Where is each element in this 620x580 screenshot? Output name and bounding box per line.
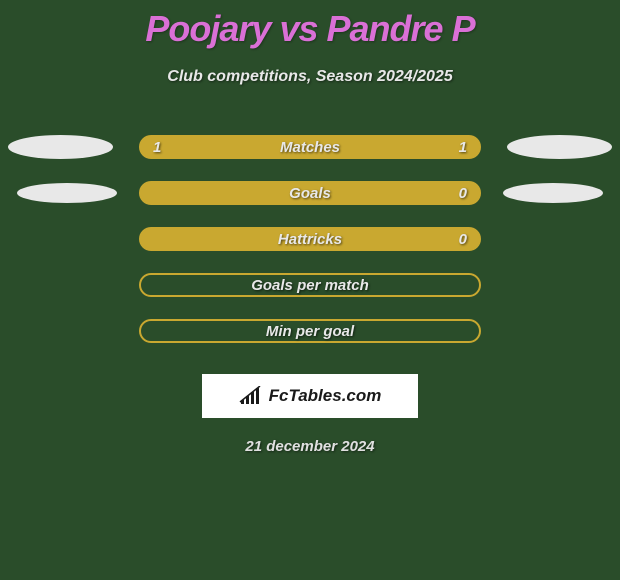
main-container: Poojary vs Pandre P Club competitions, S… bbox=[0, 0, 620, 580]
stat-bar-min-per-goal: Min per goal bbox=[139, 319, 481, 343]
stat-label: Goals per match bbox=[251, 277, 369, 294]
stat-row-goals: Goals 0 bbox=[0, 170, 620, 216]
stat-value-right: 0 bbox=[459, 231, 467, 248]
stat-value-right: 0 bbox=[459, 185, 467, 202]
chart-icon bbox=[239, 386, 263, 406]
stat-label: Hattricks bbox=[278, 231, 342, 248]
ellipse-right-icon bbox=[507, 135, 612, 159]
ellipse-left-icon bbox=[17, 183, 117, 203]
stat-bar-matches: 1 Matches 1 bbox=[139, 135, 481, 159]
stat-row-goals-per-match: Goals per match bbox=[0, 262, 620, 308]
stat-label: Min per goal bbox=[266, 323, 354, 340]
stat-bar-goals-per-match: Goals per match bbox=[139, 273, 481, 297]
page-title: Poojary vs Pandre P bbox=[145, 8, 474, 50]
stat-row-matches: 1 Matches 1 bbox=[0, 124, 620, 170]
stat-value-right: 1 bbox=[459, 139, 467, 156]
ellipse-left-icon bbox=[8, 135, 113, 159]
stat-value-left: 1 bbox=[153, 139, 161, 156]
stat-bar-goals: Goals 0 bbox=[139, 181, 481, 205]
logo-box[interactable]: FcTables.com bbox=[202, 374, 418, 418]
date-text: 21 december 2024 bbox=[245, 438, 374, 455]
stat-row-hattricks: Hattricks 0 bbox=[0, 216, 620, 262]
ellipse-right-icon bbox=[503, 183, 603, 203]
stats-area: 1 Matches 1 Goals 0 Hattricks 0 Goals pe… bbox=[0, 124, 620, 354]
stat-label: Matches bbox=[280, 139, 340, 156]
stat-row-min-per-goal: Min per goal bbox=[0, 308, 620, 354]
page-subtitle: Club competitions, Season 2024/2025 bbox=[167, 68, 452, 86]
stat-bar-hattricks: Hattricks 0 bbox=[139, 227, 481, 251]
logo-text: FcTables.com bbox=[269, 386, 382, 406]
stat-label: Goals bbox=[289, 185, 331, 202]
